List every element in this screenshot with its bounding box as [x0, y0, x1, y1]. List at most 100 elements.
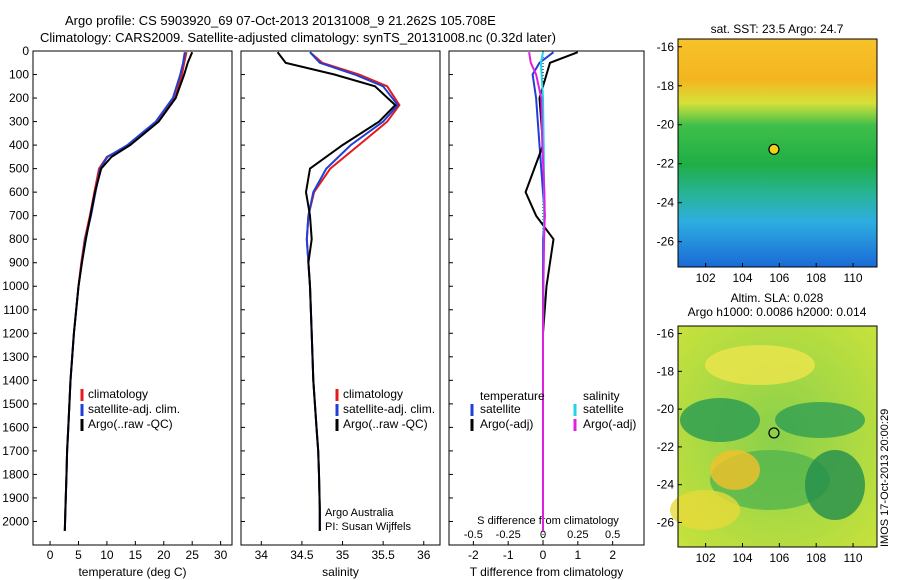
series-line-climatology: [305, 51, 401, 531]
x-tick-label: 34.5: [290, 548, 314, 562]
s-diff-tick-label: -0.5: [464, 529, 483, 541]
title-line2: Climatology: CARS2009. Satellite-adjuste…: [40, 30, 556, 45]
map-x-tick-label: 104: [732, 551, 752, 565]
x-tick-label: 30: [214, 548, 228, 562]
map-x-tick-label: 108: [806, 271, 826, 285]
x-tick-label: 0: [47, 548, 54, 562]
s-diff-tick-label: -0.25: [496, 529, 521, 541]
y-tick-label: 0: [22, 44, 29, 58]
y-tick-label: 600: [9, 185, 29, 199]
y-tick-label: 700: [9, 209, 29, 223]
legend-label: satellite: [583, 402, 624, 416]
map-y-tick-label: -16: [657, 327, 675, 341]
map-y-tick-label: -20: [657, 118, 675, 132]
y-tick-label: 1900: [2, 491, 29, 505]
map-x-tick-label: 110: [843, 271, 862, 285]
salinity-panel-frame: [240, 50, 441, 546]
y-tick-label: 100: [9, 68, 29, 82]
map-y-tick-label: -22: [657, 440, 675, 454]
pi-label: PI: Susan Wijffels: [325, 521, 411, 533]
y-tick-label: 1300: [2, 350, 29, 364]
x-tick-label: 1: [574, 548, 581, 562]
map-x-tick-label: 106: [769, 271, 789, 285]
legend-label: climatology: [88, 387, 148, 401]
series-line-argo-raw-qc-: [276, 51, 397, 531]
legend-label: satellite: [480, 402, 521, 416]
y-tick-label: 1500: [2, 397, 29, 411]
map-x-tick-label: 108: [806, 551, 826, 565]
x-tick-label: -1: [503, 548, 514, 562]
legend-label: Argo(..raw -QC): [343, 417, 428, 431]
x-tick-label: 35: [336, 548, 350, 562]
legend-title-temperature: temperature: [480, 389, 545, 403]
map-x-tick-label: 102: [696, 551, 716, 565]
y-tick-label: 1800: [2, 467, 29, 481]
legend-label: Argo(-adj): [480, 417, 533, 431]
x-axis-label: T difference from climatology: [470, 565, 624, 579]
argo-location-marker: [768, 143, 780, 155]
sla-map-subtitle: Argo h1000: 0.0086 h2000: 0.014: [688, 305, 867, 319]
sla-map-title: Altim. SLA: 0.028: [731, 291, 824, 305]
x-tick-label: 20: [157, 548, 171, 562]
x-tick-label: 35.5: [371, 548, 395, 562]
map-y-tick-label: -18: [657, 79, 675, 93]
legend-label: Argo(-adj): [583, 417, 636, 431]
imos-stamp: IMOS 17-Oct-2013 20:00:29: [879, 409, 891, 547]
legend-label: satellite-adj. clim.: [343, 402, 435, 416]
map-y-tick-label: -16: [657, 40, 675, 54]
x-tick-label: 5: [75, 548, 82, 562]
map-x-tick-label: 102: [696, 271, 716, 285]
x-tick-label: 0: [540, 548, 547, 562]
s-difference-label: S difference from climatology: [477, 515, 619, 527]
map-x-tick-label: 110: [843, 551, 862, 565]
x-tick-label: 10: [100, 548, 114, 562]
difference-panel-frame: [448, 50, 645, 546]
y-tick-label: 1700: [2, 444, 29, 458]
map-y-tick-label: -24: [657, 196, 675, 210]
x-tick-label: -2: [468, 548, 479, 562]
x-tick-label: 15: [129, 548, 143, 562]
y-tick-label: 1400: [2, 373, 29, 387]
x-axis-label: salinity: [322, 565, 359, 579]
x-tick-label: 25: [186, 548, 200, 562]
sla-map: [670, 325, 878, 548]
y-tick-label: 1100: [3, 303, 29, 317]
legend-title-salinity: salinity: [583, 389, 620, 403]
series-line-temperature-argo-adj-: [524, 51, 579, 531]
legend-label: Argo(..raw -QC): [88, 417, 173, 431]
y-tick-label: 900: [9, 256, 29, 270]
map-y-tick-label: -26: [657, 515, 675, 529]
title-line1: Argo profile: CS 5903920_69 07-Oct-2013 …: [65, 13, 496, 28]
y-tick-label: 2000: [2, 514, 29, 528]
y-tick-label: 1000: [2, 279, 29, 293]
y-tick-label: 1200: [2, 326, 29, 340]
x-axis-label: temperature (deg C): [78, 565, 186, 579]
temperature-panel-frame: [32, 50, 233, 546]
x-tick-label: 2: [609, 548, 616, 562]
map-y-tick-label: -24: [657, 478, 675, 492]
series-line-salinity-argo-adj-: [528, 52, 546, 531]
s-diff-tick-label: 0.5: [605, 529, 620, 541]
s-diff-tick-label: 0: [540, 529, 546, 541]
y-tick-label: 200: [9, 91, 29, 105]
x-tick-label: 34: [255, 548, 269, 562]
y-tick-label: 1600: [2, 420, 29, 434]
map-x-tick-label: 104: [732, 271, 752, 285]
argo-australia-label: Argo Australia: [325, 507, 394, 519]
legend-label: climatology: [343, 387, 403, 401]
legend-label: satellite-adj. clim.: [88, 402, 180, 416]
map-y-tick-label: -22: [657, 157, 675, 171]
x-tick-label: 36: [417, 548, 431, 562]
y-tick-label: 800: [9, 232, 29, 246]
y-tick-label: 500: [9, 162, 29, 176]
sst-map-title: sat. SST: 23.5 Argo: 24.7: [711, 22, 844, 36]
map-y-tick-label: -18: [657, 364, 675, 378]
sst-map: [677, 38, 878, 268]
s-diff-tick-label: 0.25: [567, 529, 588, 541]
y-tick-label: 300: [9, 115, 29, 129]
map-x-tick-label: 106: [769, 551, 789, 565]
map-y-tick-label: -20: [657, 402, 675, 416]
series-line-climatology: [63, 51, 188, 531]
